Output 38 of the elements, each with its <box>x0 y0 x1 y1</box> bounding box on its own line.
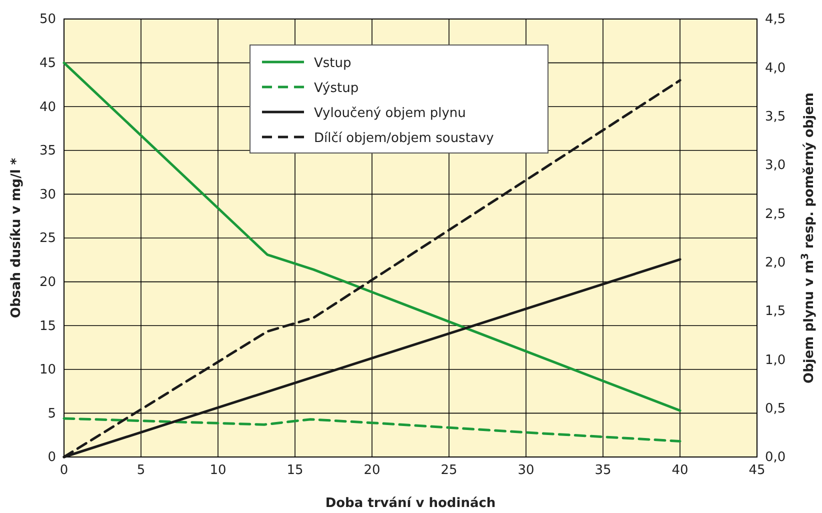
y2-tick-label: 2,5 <box>765 206 786 222</box>
y-tick-label: 40 <box>39 100 56 115</box>
y-tick-label: 50 <box>39 12 56 28</box>
y2-tick-label: 4,5 <box>765 12 786 28</box>
x-axis-title: Doba trvání v hodinách <box>325 496 496 511</box>
line-series <box>62 417 682 442</box>
x-tick-label: 35 <box>594 463 612 478</box>
y2-tick-label: 4,0 <box>765 60 786 76</box>
y-axis-title: Obsah dusíku v mg/l * <box>9 158 24 318</box>
y-tick-label: 5 <box>48 406 56 422</box>
x-tick-label: 30 <box>518 463 534 478</box>
x-tick-label: 25 <box>440 463 458 478</box>
x-tick-label: 5 <box>136 463 146 478</box>
legend-label: Výstup <box>314 81 359 96</box>
y-tick-label: 10 <box>39 362 56 378</box>
y-tick-label: 0 <box>48 450 56 466</box>
x-tick-label: 20 <box>364 463 380 478</box>
x-tick-label: 15 <box>286 463 304 478</box>
y-tick-label: 15 <box>39 318 56 334</box>
x-tick-label: 0 <box>60 463 68 478</box>
y2-tick-label: 3,0 <box>765 158 786 174</box>
y-tick-label: 45 <box>39 56 56 71</box>
y-tick-label: 25 <box>39 231 56 246</box>
y2-tick-label: 1,5 <box>765 304 786 320</box>
legend-label: Vstup <box>314 56 352 71</box>
y2-tick-label: 3,5 <box>765 109 786 124</box>
legend-label: Vyloučený objem plynu <box>314 106 466 121</box>
legend-label: Dílčí objem/objem soustavy <box>314 131 494 146</box>
y2-tick-label: 0,5 <box>765 401 786 416</box>
y-tick-label: 30 <box>39 187 56 202</box>
y2-tick-label: 1,0 <box>765 352 786 368</box>
y-tick-label: 35 <box>39 144 56 159</box>
x-tick-label: 10 <box>210 463 226 478</box>
y2-tick-label: 0,0 <box>765 450 786 466</box>
x-tick-label: 40 <box>672 463 688 478</box>
x-tick-label: 45 <box>748 463 766 478</box>
y-tick-label: 20 <box>39 274 56 290</box>
y2-tick-label: 2,0 <box>765 255 786 270</box>
